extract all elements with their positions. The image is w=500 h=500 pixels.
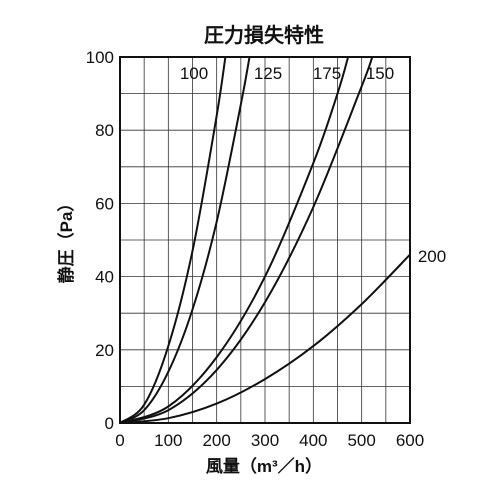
y-tick-label: 60 bbox=[95, 194, 114, 213]
series-line-100 bbox=[119, 56, 227, 424]
x-tick-label: 200 bbox=[202, 431, 230, 450]
x-tick-label: 500 bbox=[347, 431, 375, 450]
x-tick-label: 100 bbox=[154, 431, 182, 450]
y-axis-label: 静圧（Pa） bbox=[56, 195, 76, 284]
x-tick-label: 300 bbox=[251, 431, 279, 450]
x-tick-label: 400 bbox=[299, 431, 327, 450]
grid bbox=[120, 57, 410, 423]
series-label-100: 100 bbox=[180, 64, 208, 83]
series-label-150: 150 bbox=[366, 64, 394, 83]
curves bbox=[119, 56, 411, 424]
series-line-175 bbox=[119, 56, 350, 424]
x-axis-label: 風量（m³／h） bbox=[206, 456, 322, 476]
series-label-125: 125 bbox=[254, 64, 282, 83]
series-labels: 100 125 175 150 200 bbox=[180, 64, 446, 266]
x-tick-label: 600 bbox=[396, 431, 424, 450]
series-line-125 bbox=[119, 56, 251, 424]
chart-title: 圧力損失特性 bbox=[204, 23, 324, 47]
y-tick-label: 80 bbox=[95, 121, 114, 140]
series-label-200: 200 bbox=[418, 247, 446, 266]
series-line-150 bbox=[119, 56, 374, 424]
tick-labels: 0 100 200 300 400 500 600 0 20 40 60 80 100 bbox=[86, 48, 425, 450]
y-tick-label: 40 bbox=[95, 268, 114, 287]
series-line-200 bbox=[119, 253, 411, 424]
series-label-175: 175 bbox=[313, 64, 341, 83]
plot-frame bbox=[119, 56, 411, 424]
y-tick-label: 20 bbox=[95, 341, 114, 360]
x-tick-label: 0 bbox=[115, 431, 124, 450]
y-tick-label: 100 bbox=[86, 48, 114, 67]
y-tick-label: 0 bbox=[105, 414, 114, 433]
